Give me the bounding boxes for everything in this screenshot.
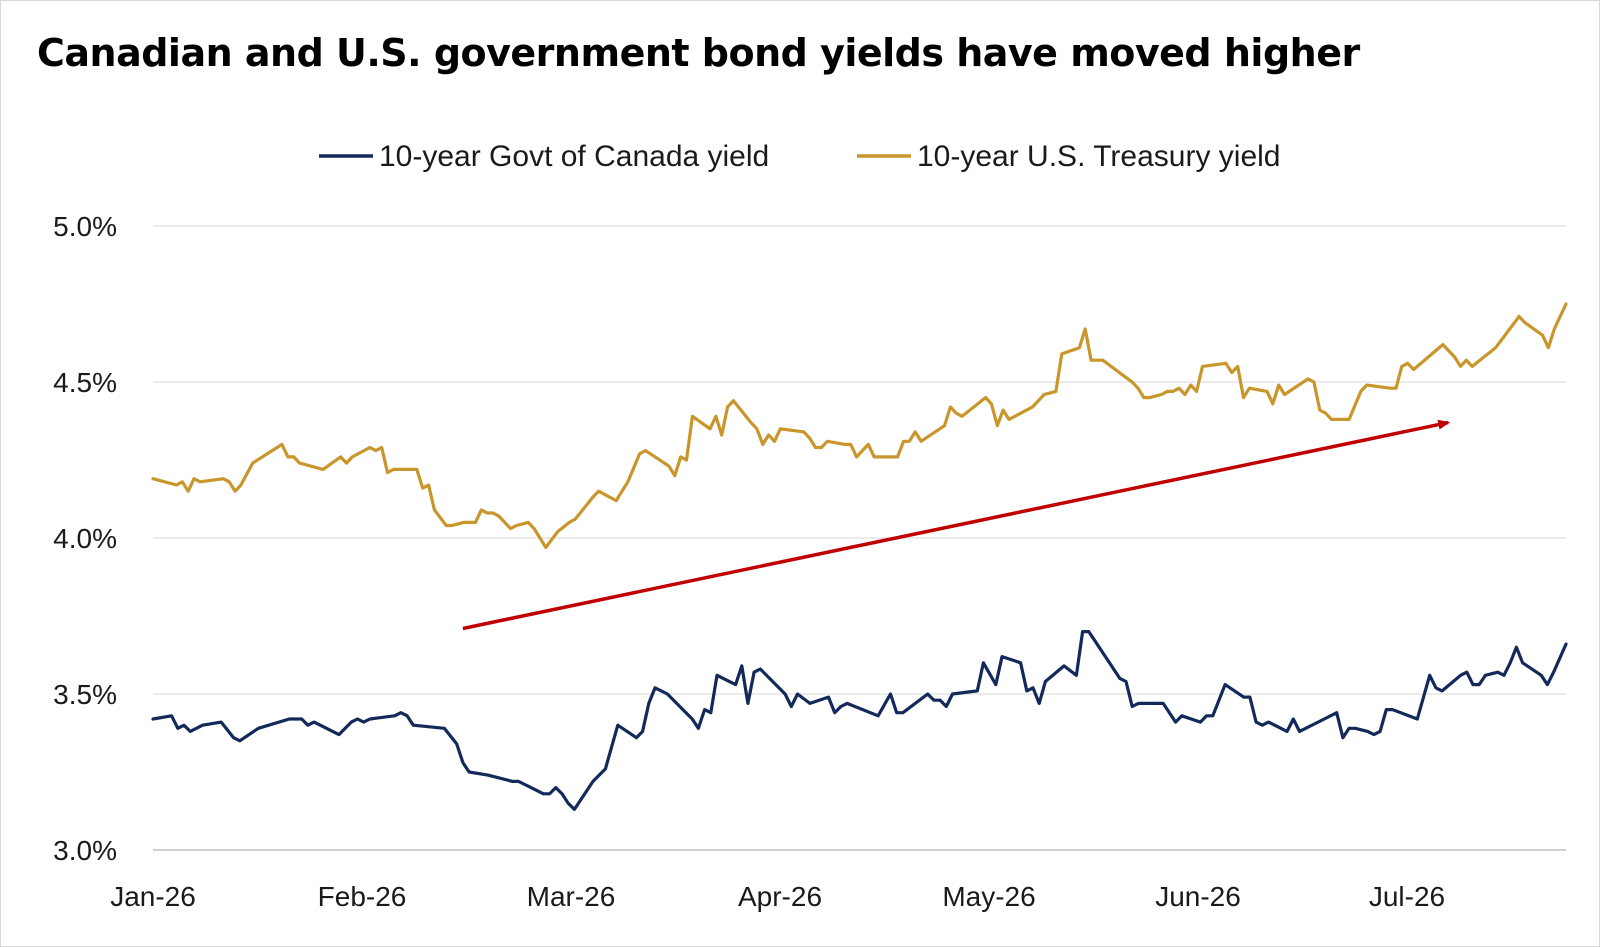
x-tick-label: Feb-26 [318,881,407,912]
annotations [462,419,1451,631]
legend-item-us: 10-year U.S. Treasury yield [857,140,1280,173]
x-tick-label: Jan-26 [110,881,196,912]
x-tick-label: Apr-26 [738,881,822,912]
axes: 3.0% 3.5% 4.0% 4.5% 5.0% Jan-26 Feb-26 Mar-26 Ap… [53,211,1445,912]
trend-arrow [462,419,1451,631]
y-tick-label: 4.0% [53,523,117,554]
y-tick-label: 5.0% [53,211,117,242]
x-tick-label: Mar-26 [527,881,616,912]
series-line-us [151,302,1568,549]
y-tick-label: 3.5% [53,679,117,710]
x-tick-label: May-26 [942,881,1035,912]
legend-label: 10-year U.S. Treasury yield [917,140,1280,173]
legend-label: 10-year Govt of Canada yield [379,140,769,173]
gridlines [153,225,1566,851]
legend-item-canada: 10-year Govt of Canada yield [319,140,769,173]
x-tick-label: Jun-26 [1155,881,1241,912]
y-tick-label: 4.5% [53,367,117,398]
x-tick-label: Jul-26 [1369,881,1445,912]
series-group [151,302,1568,811]
series-line-canada [151,630,1568,811]
chart-title: Canadian and U.S. government bond yields… [37,31,1360,75]
legend: 10-year Govt of Canada yield 10-year U.S.… [319,140,1280,173]
y-tick-label: 3.0% [53,835,117,866]
